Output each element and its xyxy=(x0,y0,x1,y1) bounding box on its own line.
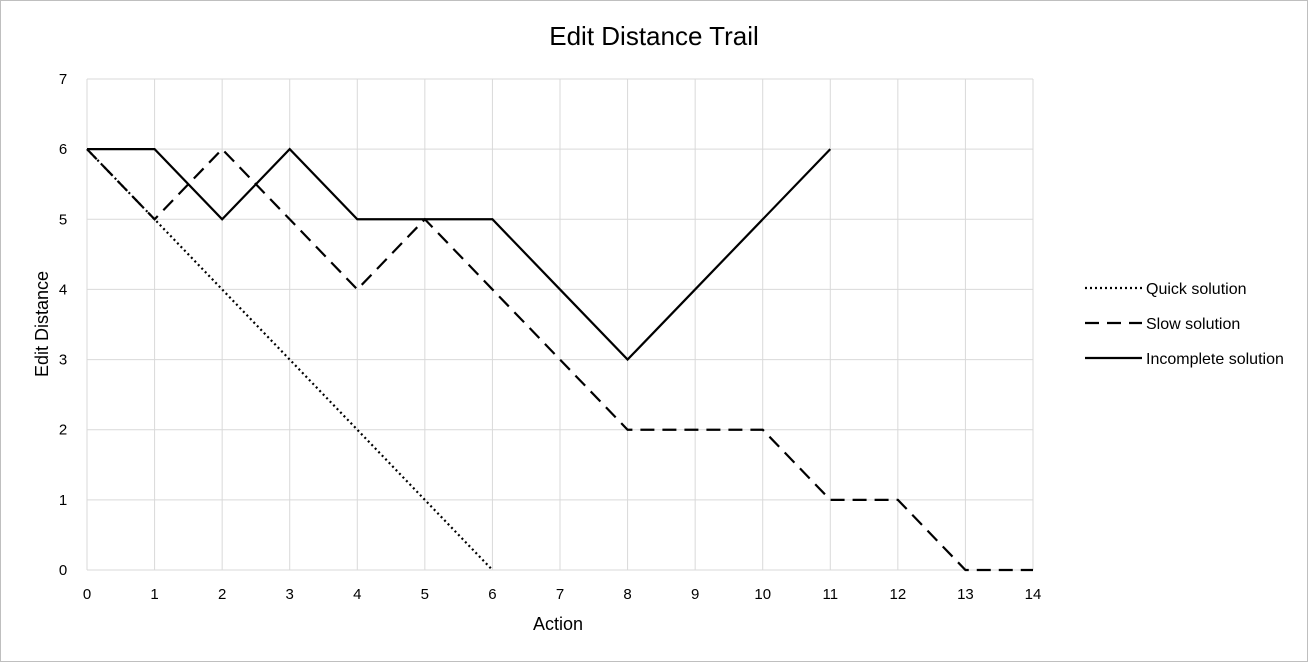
x-tick-label: 1 xyxy=(150,586,158,603)
x-tick-label: 4 xyxy=(353,586,361,603)
x-tick-label: 0 xyxy=(83,586,91,603)
y-tick-label: 6 xyxy=(59,141,67,158)
y-tick-label: 1 xyxy=(59,492,67,509)
x-tick-label: 2 xyxy=(218,586,226,603)
y-axis-ticks: 0 1 2 3 4 5 6 7 xyxy=(59,71,67,579)
incomplete-solution-line xyxy=(87,147,832,362)
y-tick-label: 7 xyxy=(59,71,67,88)
x-tick-label: 13 xyxy=(957,586,974,603)
grid-layer xyxy=(86,78,1034,571)
x-tick-label: 5 xyxy=(421,586,429,603)
y-tick-label: 5 xyxy=(59,211,67,228)
legend: Quick solution Slow solution Incomplete so… xyxy=(1085,281,1284,368)
y-axis-title: Edit Distance xyxy=(32,271,52,377)
x-tick-label: 11 xyxy=(822,586,838,603)
chart-title: Edit Distance Trail xyxy=(549,21,759,51)
x-tick-label: 8 xyxy=(623,586,631,603)
x-tick-label: 9 xyxy=(691,586,699,603)
incomplete-solution-legend-label: Incomplete solution xyxy=(1146,351,1284,368)
x-tick-label: 12 xyxy=(890,586,907,603)
x-axis-title: Action xyxy=(533,614,583,634)
x-axis-ticks: 0 1 2 3 4 5 6 7 8 9 10 11 12 13 14 xyxy=(83,586,1042,603)
series-layer xyxy=(86,147,1034,572)
y-tick-label: 2 xyxy=(59,422,67,439)
slow-solution-line xyxy=(86,147,1033,572)
y-tick-label: 0 xyxy=(59,562,67,579)
quick-solution-legend-label: Quick solution xyxy=(1146,281,1247,298)
x-tick-label: 14 xyxy=(1025,586,1042,603)
x-tick-label: 7 xyxy=(556,586,564,603)
x-tick-label: 6 xyxy=(488,586,496,603)
x-tick-label: 3 xyxy=(286,586,294,603)
x-tick-label: 10 xyxy=(754,586,771,603)
y-tick-label: 4 xyxy=(59,281,67,298)
y-tick-label: 3 xyxy=(59,352,67,369)
slow-solution-legend-label: Slow solution xyxy=(1146,316,1240,333)
